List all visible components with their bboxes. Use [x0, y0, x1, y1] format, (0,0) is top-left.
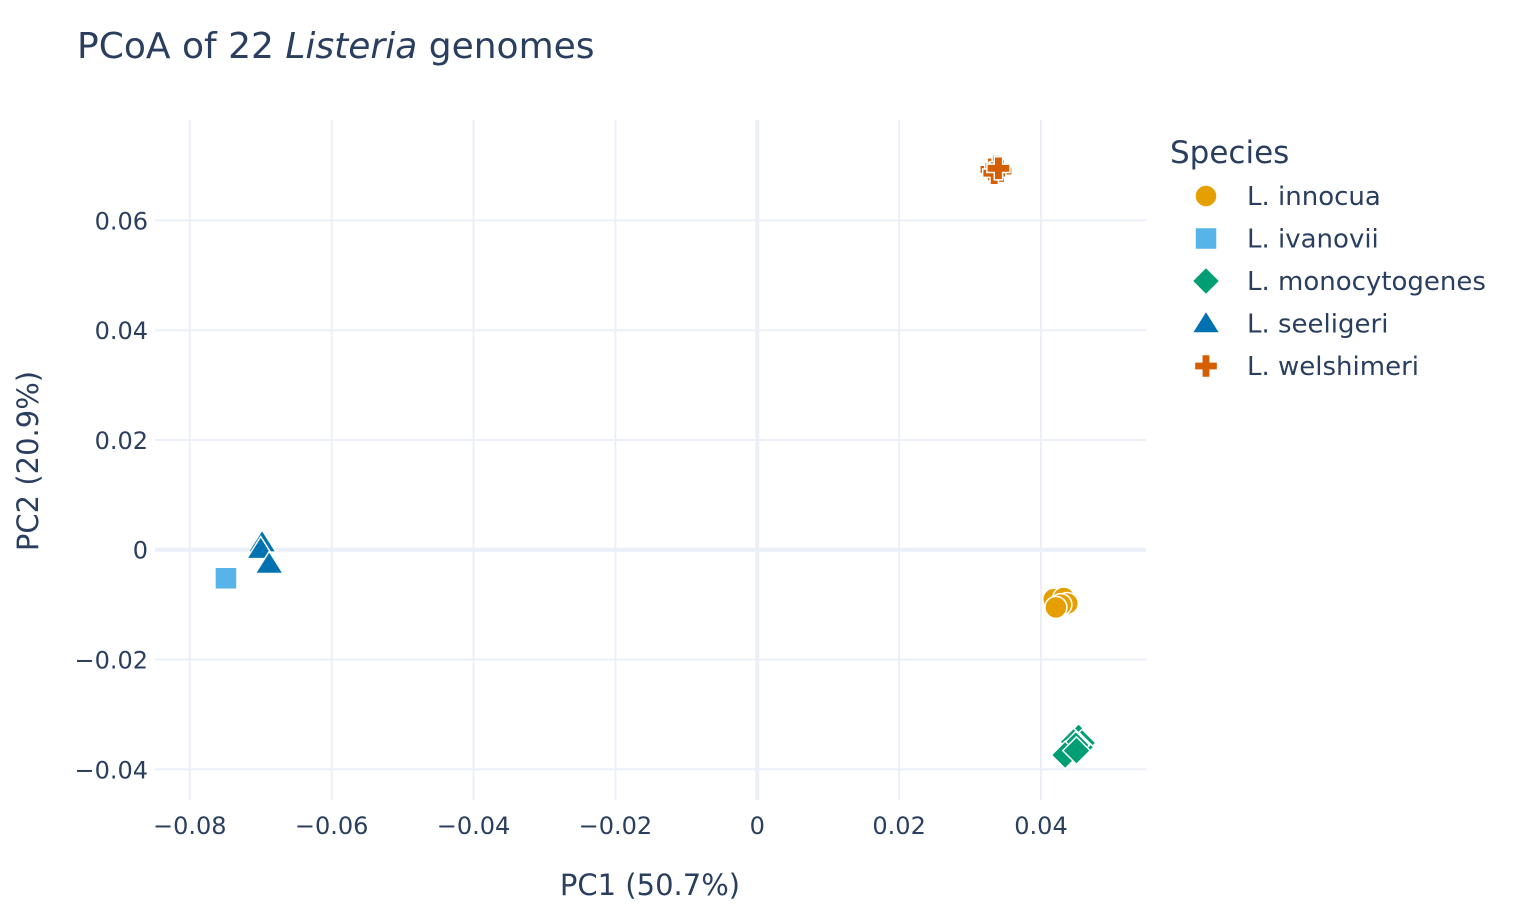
y-tick-label: 0.06 [95, 207, 148, 235]
data-point [1061, 735, 1092, 766]
x-tick-label: −0.08 [153, 812, 227, 840]
chart-title: PCoA of 22 Listeria genomes [77, 26, 595, 67]
series-0 [1042, 586, 1080, 620]
data-point [253, 549, 285, 575]
chart-title-prefix: PCoA of 22 [77, 26, 285, 67]
data-points [213, 154, 1097, 770]
legend-title: Species [1170, 135, 1289, 171]
legend-label: L. ivanovii [1247, 225, 1379, 255]
y-axis-title: PC2 (20.9%) [11, 371, 45, 551]
x-axis-title: PC1 (50.7%) [560, 868, 740, 902]
legend-label: L. welshimeri [1247, 352, 1419, 382]
x-tick-label: 0 [750, 812, 765, 840]
y-tick-label: −0.02 [74, 646, 148, 674]
x-tick-label: −0.02 [579, 812, 653, 840]
legend-marker [1190, 309, 1222, 334]
legend-item[interactable]: L. innocua [1194, 182, 1381, 212]
legend-label: L. innocua [1247, 182, 1381, 212]
legend-item[interactable]: L. welshimeri [1193, 352, 1419, 382]
series-1 [213, 566, 238, 592]
y-tick-label: 0 [133, 537, 148, 565]
x-tick-label: −0.04 [437, 812, 511, 840]
legend-marker [1194, 184, 1218, 208]
zero-lines [155, 120, 1146, 800]
legend-label: L. seeligeri [1247, 310, 1388, 340]
y-tick-label: −0.04 [74, 756, 148, 784]
legend: Species L. innocua L. ivanovii L. monocyto… [1170, 135, 1486, 382]
y-tick-label: 0.04 [95, 317, 148, 345]
x-axis-ticks: −0.08 −0.06 −0.04 −0.02 0 0.02 0.04 [153, 812, 1068, 840]
x-tick-label: 0.02 [872, 812, 925, 840]
x-tick-label: −0.06 [295, 812, 369, 840]
legend-marker [1191, 266, 1221, 296]
legend-label: L. monocytogenes [1247, 267, 1486, 297]
y-tick-label: 0.02 [95, 427, 148, 455]
legend-marker [1194, 226, 1218, 251]
legend-item[interactable]: L. monocytogenes [1191, 266, 1486, 297]
chart-title-suffix: genomes [417, 26, 594, 67]
data-point [1044, 595, 1068, 620]
legend-item[interactable]: L. seeligeri [1190, 309, 1388, 340]
grid-lines [155, 120, 1146, 800]
chart-title-italic: Listeria [285, 26, 417, 67]
x-tick-label: 0.04 [1014, 812, 1067, 840]
legend-marker [1193, 353, 1219, 379]
data-point [986, 155, 1011, 181]
series-3 [245, 528, 285, 575]
data-point [214, 566, 238, 591]
series-2 [1050, 722, 1097, 770]
series-4 [979, 154, 1013, 186]
legend-item[interactable]: L. ivanovii [1194, 225, 1379, 255]
y-axis-ticks: −0.04 −0.02 0 0.02 0.04 0.06 [74, 207, 148, 784]
